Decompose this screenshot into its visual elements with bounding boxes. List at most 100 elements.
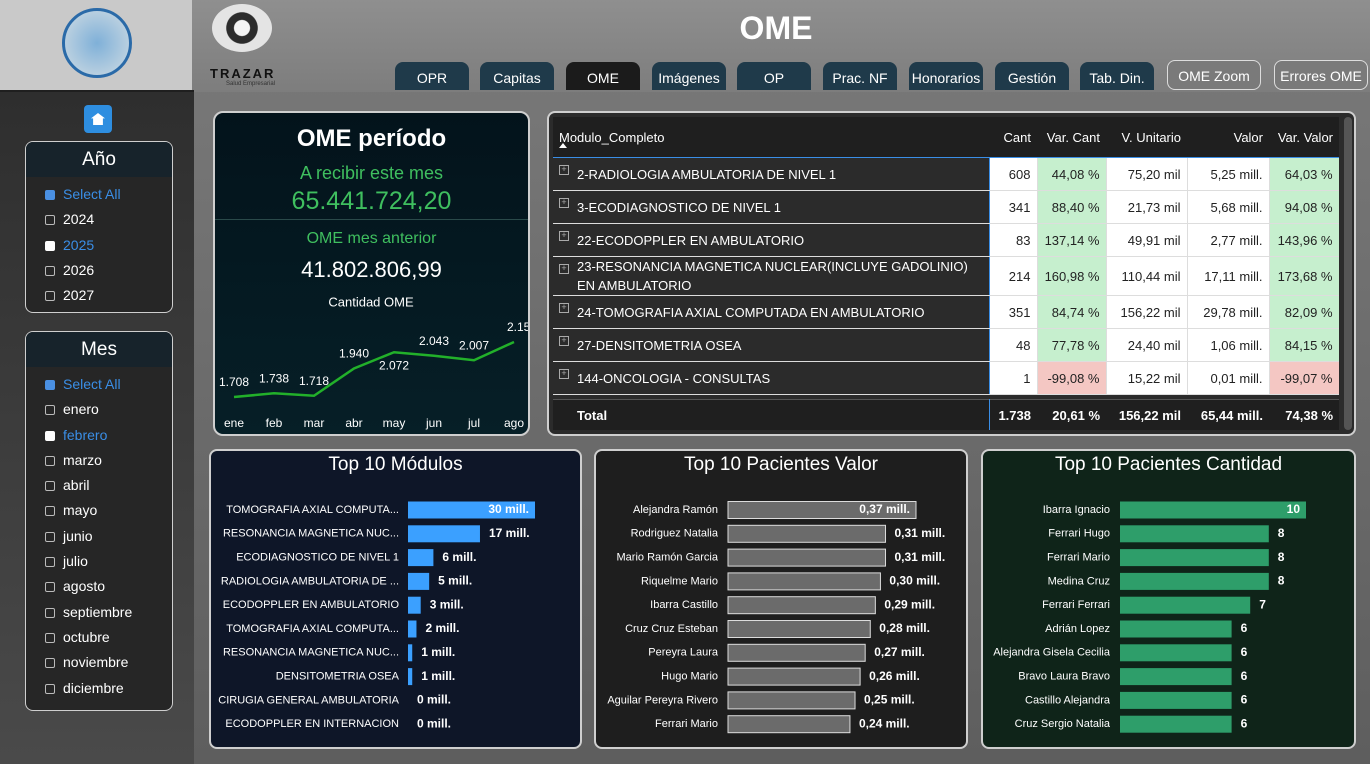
checkbox[interactable] xyxy=(45,215,55,226)
table-cell: 77,78 % xyxy=(1037,328,1107,362)
slicer-item[interactable]: 2025 xyxy=(26,233,172,258)
checkbox[interactable] xyxy=(45,557,55,568)
table-cell: 1 xyxy=(989,361,1038,395)
y-tick-label: Mario Ramón Garcia xyxy=(617,552,719,564)
slicer-item[interactable]: marzo xyxy=(26,448,172,473)
nav-tab[interactable]: Capitas xyxy=(480,62,554,90)
checkbox[interactable] xyxy=(45,405,55,416)
column-header[interactable]: Cant xyxy=(989,117,1037,158)
checkbox[interactable] xyxy=(45,683,55,694)
column-header[interactable]: V. Unitario xyxy=(1106,117,1187,158)
data-label: 8 xyxy=(1278,574,1285,588)
slicer-item[interactable]: octubre xyxy=(26,625,172,650)
data-label: 0,31 mill. xyxy=(895,526,946,540)
bar xyxy=(727,620,871,638)
scrollbar[interactable] xyxy=(1344,117,1352,430)
table-cell: 75,20 mil xyxy=(1106,157,1188,191)
checkbox[interactable] xyxy=(45,240,55,251)
slicer-item[interactable]: Select All xyxy=(26,182,172,207)
table-head: Modulo_Completo Cant Var. Cant V. Unitario V… xyxy=(553,117,1339,158)
slicer-item[interactable]: febrero xyxy=(26,423,172,448)
y-tick-label: ECODIAGNOSTICO DE NIVEL 1 xyxy=(236,552,399,564)
slicer-item[interactable]: diciembre xyxy=(26,676,172,701)
checkbox[interactable] xyxy=(45,582,55,593)
bar xyxy=(1120,572,1269,590)
data-label: 10 xyxy=(1287,502,1301,516)
nav-tab[interactable]: Gestión xyxy=(995,62,1069,90)
y-tick-label: Bravo Laura Bravo xyxy=(1018,671,1110,683)
table-cell: 48 xyxy=(989,328,1038,362)
nav-tab[interactable]: Imágenes xyxy=(652,62,726,90)
nav-tab[interactable]: Prac. NF xyxy=(823,62,897,90)
slicer-item[interactable]: mayo xyxy=(26,498,172,523)
y-tick-label: ECODOPPLER EN AMBULATORIO xyxy=(223,599,400,611)
bar xyxy=(408,525,480,543)
checkbox[interactable] xyxy=(45,632,55,643)
chart-title: Top 10 Pacientes Cantidad xyxy=(1055,454,1282,475)
table-cell: 82,09 % xyxy=(1269,295,1339,329)
slicer: Año Select All 2024 2025 2026 2027 xyxy=(25,141,173,313)
column-header[interactable]: Modulo_Completo xyxy=(553,117,989,158)
checkbox[interactable] xyxy=(45,607,55,618)
y-tick-label: TOMOGRAFIA AXIAL COMPUTA... xyxy=(226,623,399,635)
slicer-item[interactable]: enero xyxy=(26,397,172,422)
checkbox[interactable] xyxy=(45,265,55,276)
y-tick-label: Rodriguez Natalia xyxy=(631,528,719,540)
slicer-label: 2024 xyxy=(63,211,95,228)
checkbox[interactable] xyxy=(45,506,55,517)
data-label: 2.007 xyxy=(459,338,489,352)
bar xyxy=(727,524,887,543)
checkbox[interactable] xyxy=(45,531,55,542)
total-body: Total 1.738 20,61 % 156,22 mil 65,44 mill. 74… xyxy=(553,399,1339,430)
nav-tab[interactable]: OP xyxy=(737,62,811,90)
slicer-item[interactable]: 2024 xyxy=(26,207,172,232)
slicer-label: octubre xyxy=(63,628,110,645)
checkbox[interactable] xyxy=(45,430,55,441)
data-label: 6 mill. xyxy=(442,550,476,564)
checkbox[interactable] xyxy=(45,455,55,466)
slicer-item[interactable]: 2026 xyxy=(26,258,172,283)
panel: Top 10 Pacientes Cantidad Ibarra Ignacio 1… xyxy=(981,449,1356,749)
slicer-item[interactable]: julio xyxy=(26,549,172,574)
checkbox[interactable] xyxy=(45,380,55,390)
data-label: 0,24 mill. xyxy=(859,716,910,730)
table: Modulo_Completo Cant Var. Cant V. Unitario V… xyxy=(553,117,1339,395)
column-header[interactable]: Var. Cant xyxy=(1037,117,1106,158)
nav-tab[interactable]: OPR xyxy=(395,62,469,90)
table-cell: 0,01 mill. xyxy=(1187,361,1270,395)
data-label: 0,27 mill. xyxy=(874,645,925,659)
kpi-value: 41.802.806,99 xyxy=(301,257,442,282)
checkbox[interactable] xyxy=(45,658,55,669)
slicer-item[interactable]: abril xyxy=(26,473,172,498)
data-label: 0,25 mill. xyxy=(864,693,915,707)
slicer-item[interactable]: 2027 xyxy=(26,283,172,308)
x-tick-label: ago xyxy=(504,416,524,430)
nav-tab[interactable]: Errores OME xyxy=(1274,60,1368,90)
nav-tab[interactable]: Tab. Din. xyxy=(1080,62,1154,90)
checkbox[interactable] xyxy=(45,291,55,302)
nav-tab[interactable]: OME Zoom xyxy=(1167,60,1261,90)
total-cell: 65,44 mill. xyxy=(1187,399,1269,430)
slicer-item[interactable]: Select All xyxy=(26,372,172,397)
table-cell: 143,96 % xyxy=(1269,223,1339,257)
nav-tab[interactable]: OME xyxy=(566,62,640,90)
checkbox[interactable] xyxy=(45,190,55,200)
y-tick-label: Cruz Sergio Natalia xyxy=(1015,718,1111,730)
checkbox[interactable] xyxy=(45,481,55,492)
column-header[interactable]: Var. Valor xyxy=(1269,117,1339,158)
x-tick-label: jun xyxy=(425,416,442,430)
slicer-item[interactable]: agosto xyxy=(26,574,172,599)
slicer-item[interactable]: septiembre xyxy=(26,600,172,625)
logo-text: TRAZAR xyxy=(210,66,276,81)
data-label: 6 xyxy=(1241,669,1248,683)
slicer-list: Select All 2024 2025 2026 2027 xyxy=(26,177,172,308)
column-header[interactable]: Valor xyxy=(1187,117,1269,158)
nav-tab[interactable]: Honorarios xyxy=(909,62,983,90)
bar xyxy=(408,549,434,567)
table-cell: 22-ECODOPPLER EN AMBULATORIO xyxy=(553,223,990,257)
slicer-item[interactable]: junio xyxy=(26,524,172,549)
slicer-item[interactable]: noviembre xyxy=(26,650,172,675)
home-button[interactable] xyxy=(84,105,112,133)
